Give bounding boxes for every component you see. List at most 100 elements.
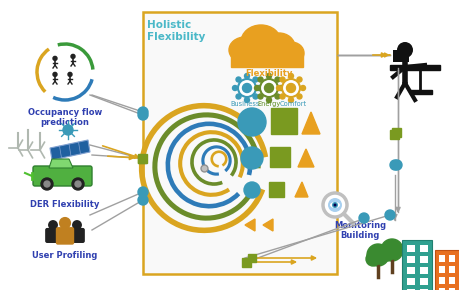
Bar	[419, 267, 427, 274]
Polygon shape	[297, 149, 313, 167]
Circle shape	[389, 160, 399, 170]
FancyBboxPatch shape	[33, 166, 92, 186]
Bar	[138, 155, 146, 163]
Bar	[392, 50, 408, 62]
Circle shape	[391, 160, 401, 170]
Circle shape	[278, 86, 283, 90]
Circle shape	[242, 84, 251, 93]
Bar	[406, 267, 414, 274]
Bar	[438, 255, 444, 262]
Circle shape	[259, 79, 277, 97]
Circle shape	[322, 193, 346, 217]
Polygon shape	[302, 112, 319, 134]
Bar	[389, 130, 398, 139]
Circle shape	[276, 86, 281, 90]
Bar	[438, 277, 444, 284]
Bar	[391, 128, 400, 137]
FancyBboxPatch shape	[45, 228, 61, 243]
Bar	[406, 245, 414, 252]
Bar	[401, 240, 431, 290]
Circle shape	[48, 220, 58, 230]
Circle shape	[138, 187, 148, 197]
Circle shape	[297, 77, 301, 82]
Circle shape	[63, 125, 73, 135]
Circle shape	[274, 77, 280, 82]
Text: User Profiling: User Profiling	[32, 251, 97, 260]
Circle shape	[256, 86, 261, 90]
Circle shape	[396, 42, 412, 58]
Ellipse shape	[229, 37, 260, 63]
Bar	[438, 288, 444, 290]
Bar	[406, 278, 414, 285]
Bar	[419, 289, 427, 290]
Bar	[419, 245, 427, 252]
Circle shape	[274, 94, 280, 99]
Polygon shape	[294, 182, 308, 197]
Circle shape	[252, 94, 257, 99]
Text: Holistic
Flexibility: Holistic Flexibility	[147, 20, 205, 41]
Circle shape	[41, 178, 53, 190]
Circle shape	[280, 77, 285, 82]
Circle shape	[366, 244, 388, 266]
Circle shape	[241, 147, 263, 169]
Circle shape	[244, 73, 249, 79]
FancyBboxPatch shape	[69, 228, 84, 243]
Circle shape	[244, 97, 249, 102]
Ellipse shape	[277, 42, 303, 64]
Bar	[434, 250, 459, 290]
Circle shape	[243, 182, 259, 198]
Bar	[247, 254, 256, 262]
Circle shape	[384, 210, 394, 220]
Circle shape	[254, 86, 259, 90]
Text: Business: Business	[230, 101, 259, 107]
Circle shape	[264, 84, 273, 93]
Circle shape	[380, 239, 402, 261]
Circle shape	[331, 202, 337, 208]
Circle shape	[288, 97, 293, 102]
Circle shape	[266, 73, 271, 79]
Circle shape	[53, 56, 57, 60]
Circle shape	[72, 220, 82, 230]
Bar	[448, 277, 454, 284]
Bar	[143, 12, 336, 274]
Circle shape	[286, 84, 295, 93]
Ellipse shape	[263, 33, 294, 61]
Circle shape	[138, 110, 148, 120]
Circle shape	[252, 77, 257, 82]
Bar	[270, 108, 297, 134]
Circle shape	[327, 198, 341, 212]
Bar	[419, 278, 427, 285]
Circle shape	[59, 217, 71, 229]
FancyBboxPatch shape	[56, 227, 74, 245]
Circle shape	[257, 77, 263, 82]
Bar	[406, 256, 414, 263]
Text: Flexibility: Flexibility	[245, 69, 292, 78]
Circle shape	[288, 73, 293, 79]
Polygon shape	[49, 159, 73, 168]
Polygon shape	[245, 219, 254, 231]
Circle shape	[300, 86, 305, 90]
Bar	[438, 266, 444, 273]
Bar	[448, 266, 454, 273]
Circle shape	[232, 86, 237, 90]
Circle shape	[72, 178, 84, 190]
Circle shape	[281, 79, 299, 97]
Ellipse shape	[241, 25, 280, 59]
Ellipse shape	[240, 44, 265, 66]
Text: Energy: Energy	[257, 101, 280, 107]
Bar	[138, 154, 147, 163]
Ellipse shape	[329, 202, 339, 208]
Circle shape	[333, 204, 336, 206]
Circle shape	[138, 195, 148, 205]
Text: DER Flexibility: DER Flexibility	[30, 200, 100, 209]
Bar	[448, 288, 454, 290]
Circle shape	[71, 55, 75, 58]
Circle shape	[68, 72, 72, 76]
Circle shape	[53, 72, 57, 76]
Circle shape	[280, 94, 285, 99]
Bar	[269, 182, 283, 197]
Circle shape	[257, 94, 263, 99]
Bar	[230, 53, 302, 67]
Circle shape	[237, 108, 265, 136]
Bar	[389, 65, 439, 70]
